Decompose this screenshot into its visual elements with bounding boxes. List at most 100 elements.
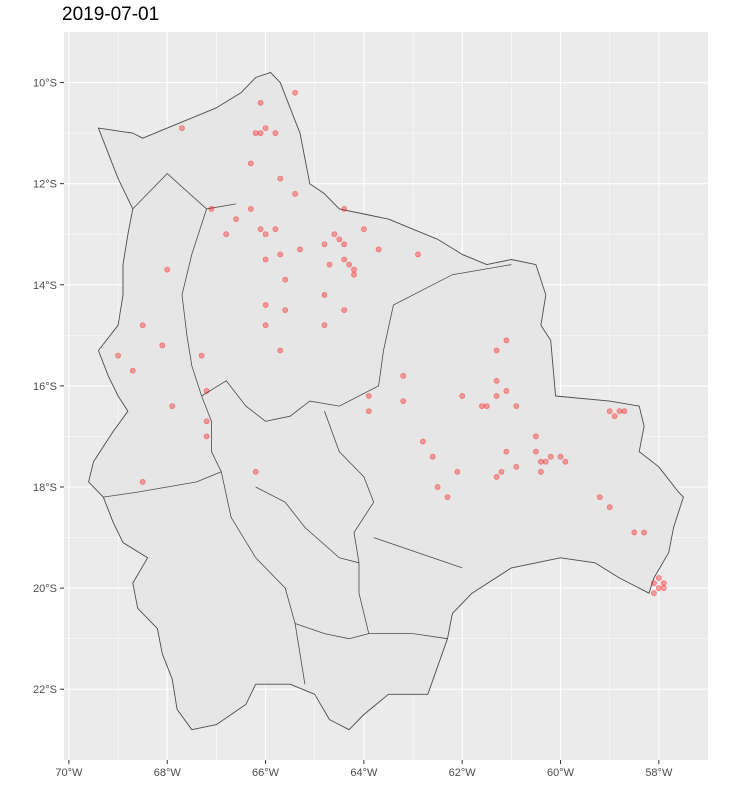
fire-point: [282, 307, 289, 313]
y-tick-label: 18°S: [33, 482, 57, 494]
fire-point: [139, 322, 146, 329]
fire-point: [262, 125, 269, 132]
fire-point: [115, 352, 121, 359]
fire-point: [292, 190, 298, 197]
fire-point: [557, 453, 564, 460]
fire-point: [493, 347, 500, 354]
fire-point: [203, 387, 210, 394]
y-tick-label: 20°S: [33, 583, 57, 595]
fire-point: [272, 130, 279, 136]
fire-point: [400, 372, 407, 379]
fire-point: [533, 433, 539, 440]
fire-point: [360, 226, 367, 233]
fire-point: [365, 408, 372, 415]
department-border: [373, 537, 463, 569]
fire-point: [513, 403, 520, 409]
fire-point: [538, 468, 544, 475]
fire-point: [129, 367, 136, 374]
fire-point: [272, 226, 279, 233]
fire-point: [616, 408, 623, 415]
country-boundary: [88, 71, 684, 731]
fire-point: [257, 99, 264, 106]
fire-point: [326, 261, 333, 268]
fire-point: [606, 504, 613, 511]
fire-point: [562, 458, 569, 465]
axis-ticks: 70°W 68°W 66°W 64°W 62°W 60°W 58°W 10°S 12°S 14°S…: [33, 78, 673, 779]
fire-point: [419, 438, 426, 445]
bolivia-map: [88, 71, 684, 731]
fire-point: [223, 231, 230, 238]
department-border: [201, 264, 512, 422]
fire-points: [115, 89, 667, 597]
fire-point: [321, 291, 328, 298]
fire-point: [321, 241, 328, 248]
fire-point: [596, 494, 603, 500]
fire-point: [164, 266, 171, 273]
fire-point: [297, 246, 303, 253]
fire-point: [660, 580, 667, 586]
fire-point: [257, 226, 264, 233]
fire-point: [346, 261, 352, 268]
fire-point: [252, 130, 259, 136]
fire-point: [434, 484, 441, 490]
x-tick-label: 64°W: [350, 767, 378, 779]
fire-point: [503, 337, 510, 344]
fire-point: [282, 276, 289, 283]
fire-point: [542, 458, 549, 465]
fire-point: [203, 433, 210, 440]
fire-point: [641, 529, 647, 536]
fire-point: [606, 408, 613, 415]
fire-point: [336, 236, 343, 243]
fire-point: [208, 205, 215, 212]
fire-point: [651, 590, 657, 597]
department-border: [220, 471, 306, 685]
fire-point: [533, 448, 539, 455]
fire-point: [621, 408, 628, 415]
fire-point: [611, 413, 618, 420]
x-tick-label: 66°W: [252, 767, 280, 779]
fire-point: [262, 302, 269, 308]
fire-point: [493, 393, 500, 399]
fire-point: [454, 468, 461, 475]
fire-point: [262, 231, 269, 238]
fire-point: [493, 473, 500, 480]
fire-point: [631, 529, 638, 536]
fire-point: [513, 463, 520, 470]
department-border: [324, 411, 448, 640]
fire-point: [375, 246, 382, 253]
fire-point: [444, 494, 451, 500]
fire-point: [292, 89, 298, 96]
department-border: [294, 623, 369, 640]
y-tick-label: 14°S: [33, 280, 57, 292]
fire-point: [493, 377, 500, 384]
fire-point: [351, 266, 357, 273]
fire-point: [483, 403, 490, 409]
fire-point: [179, 125, 185, 132]
y-tick-label: 12°S: [33, 179, 57, 191]
x-tick-label: 62°W: [449, 767, 477, 779]
fire-point: [655, 575, 662, 581]
x-tick-label: 70°W: [55, 767, 83, 779]
fire-point: [277, 175, 284, 182]
fire-point: [547, 453, 554, 460]
fire-point: [331, 231, 338, 238]
department-border: [255, 486, 360, 564]
fire-point: [341, 307, 348, 313]
fire-point: [341, 205, 348, 212]
department-border: [132, 173, 237, 210]
fire-point: [429, 453, 436, 460]
fire-point: [651, 580, 657, 586]
x-tick-label: 68°W: [154, 767, 182, 779]
fire-point: [198, 352, 205, 359]
fire-point: [478, 403, 485, 409]
fire-point: [655, 585, 662, 591]
fire-point: [203, 418, 210, 425]
fire-point: [252, 468, 259, 475]
y-tick-label: 22°S: [33, 684, 57, 696]
fire-point: [415, 251, 421, 258]
y-tick-label: 10°S: [33, 78, 57, 90]
fire-point: [277, 251, 284, 258]
fire-point: [538, 458, 544, 465]
fire-point: [233, 216, 239, 222]
fire-point: [660, 585, 667, 591]
